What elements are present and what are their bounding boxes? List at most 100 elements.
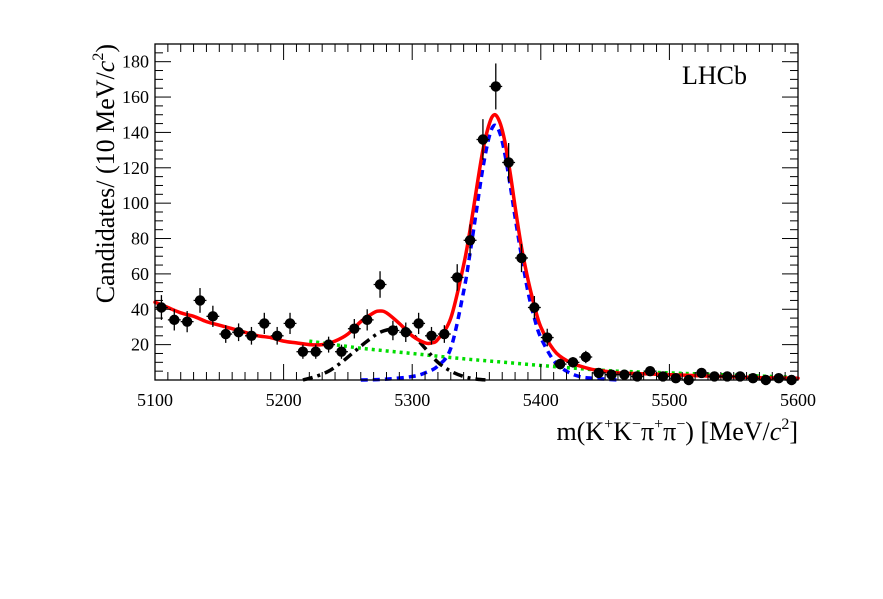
data-point — [373, 271, 387, 298]
data-marker — [516, 252, 527, 264]
tick-labels-layer: 5100 5200 5300 5400 5500 5600 20 40 60 80 100 120 14… — [122, 52, 816, 410]
data-marker — [567, 357, 579, 368]
data-point — [656, 371, 670, 382]
y-tick-label: 160 — [122, 87, 149, 107]
data-point — [399, 322, 413, 342]
y-tick-label: 180 — [122, 52, 149, 72]
fit-curve-dotted — [309, 339, 799, 380]
data-marker — [207, 311, 219, 322]
data-point — [386, 320, 400, 341]
data-point — [283, 312, 297, 335]
x-tick-label: 5200 — [266, 390, 302, 410]
data-marker — [477, 134, 489, 145]
data-marker — [259, 318, 270, 329]
data-point — [772, 373, 786, 384]
data-point — [232, 323, 246, 342]
data-marker — [297, 346, 309, 357]
data-point — [540, 328, 554, 347]
data-point — [476, 119, 490, 160]
data-point — [360, 309, 374, 331]
data-point — [605, 369, 618, 380]
data-marker — [233, 327, 244, 338]
data-point — [309, 344, 323, 359]
data-point — [412, 312, 426, 335]
data-point — [515, 243, 528, 273]
data-marker — [619, 369, 630, 380]
data-marker — [464, 235, 476, 246]
data-marker — [773, 373, 784, 384]
y-tick-label: 100 — [122, 193, 149, 213]
data-point — [720, 371, 734, 382]
y-tick-label: 60 — [131, 264, 149, 284]
fit-curve-dashdot — [302, 324, 490, 382]
data-marker — [310, 346, 321, 357]
data-marker — [593, 367, 604, 379]
data-point — [553, 358, 567, 370]
axis-ticks-layer — [154, 43, 799, 380]
data-marker — [181, 316, 193, 327]
data-point — [489, 63, 503, 110]
y-tick-label: 40 — [131, 299, 149, 319]
data-marker — [644, 365, 656, 377]
data-point — [592, 367, 606, 379]
data-point — [180, 311, 194, 333]
data-marker — [606, 369, 617, 380]
y-axis-label: Candidates/ (10 MeV/c2) — [90, 44, 120, 303]
data-point — [450, 264, 464, 291]
data-marker — [194, 295, 206, 306]
data-marker — [413, 318, 424, 329]
data-marker — [554, 358, 566, 370]
data-marker — [323, 339, 334, 350]
data-marker — [734, 371, 746, 382]
lhcb-label: LHCb — [682, 61, 747, 90]
data-marker — [503, 157, 514, 168]
data-marker — [284, 318, 296, 329]
x-axis-label: m(K+K−π+π−) [MeV/c2] — [556, 416, 798, 446]
data-point — [296, 344, 310, 359]
data-marker — [722, 371, 733, 382]
data-point — [502, 143, 516, 182]
data-point — [167, 309, 181, 331]
x-tick-label: 5500 — [651, 390, 687, 410]
data-marker — [452, 272, 463, 283]
x-tick-label: 5100 — [137, 390, 173, 410]
data-point — [437, 325, 451, 343]
fit-curve-dashed — [360, 123, 619, 382]
data-point — [463, 224, 477, 257]
data-point — [155, 295, 168, 320]
data-marker — [657, 371, 669, 382]
y-tick-label: 80 — [131, 229, 149, 249]
data-point — [630, 371, 644, 382]
data-marker — [632, 371, 643, 382]
data-marker — [426, 330, 437, 341]
data-marker — [387, 325, 399, 336]
data-marker — [709, 371, 720, 382]
x-tick-label: 5600 — [780, 390, 816, 410]
data-point — [733, 371, 747, 382]
data-marker — [542, 332, 553, 343]
data-marker — [271, 330, 283, 341]
data-marker — [580, 351, 592, 363]
data-points-layer — [155, 63, 798, 386]
x-tick-label: 5300 — [394, 390, 430, 410]
data-marker — [374, 279, 386, 290]
data-marker — [361, 314, 373, 326]
data-point — [270, 326, 284, 345]
data-point — [527, 296, 541, 319]
data-marker — [490, 81, 501, 92]
data-point — [219, 325, 233, 343]
data-point — [695, 367, 708, 379]
data-marker — [336, 346, 347, 357]
data-marker — [529, 302, 540, 313]
data-point — [257, 312, 271, 335]
x-tick-label: 5400 — [523, 390, 559, 410]
data-point — [669, 373, 683, 384]
data-marker — [439, 328, 450, 340]
y-tick-label: 20 — [131, 335, 149, 355]
data-point — [206, 305, 220, 327]
data-marker — [747, 373, 759, 384]
data-point — [193, 288, 207, 313]
data-marker — [670, 373, 682, 384]
data-point — [617, 369, 631, 380]
